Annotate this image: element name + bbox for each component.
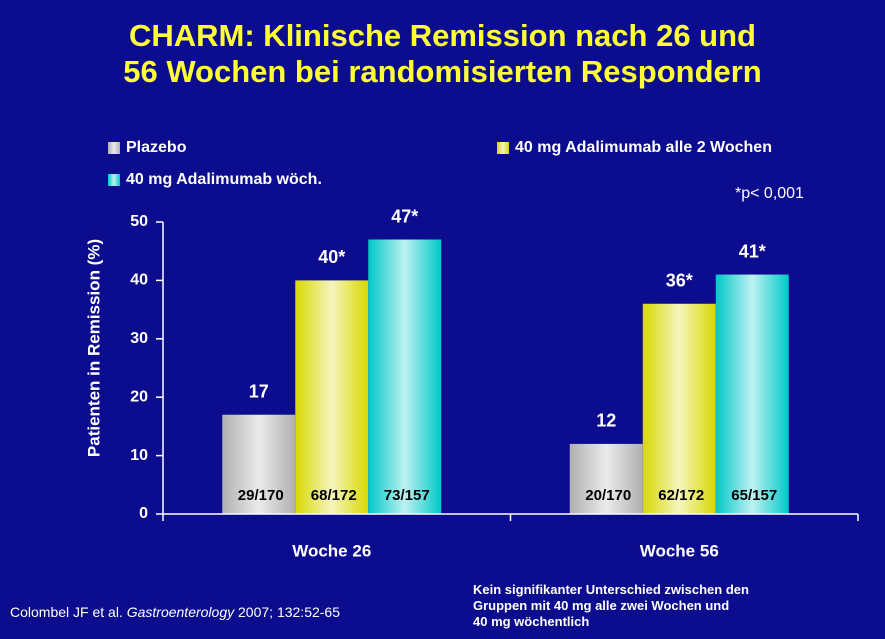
- source-journal: Gastroenterology: [126, 604, 235, 620]
- note-line: Gruppen mit 40 mg alle zwei Wochen und: [473, 598, 730, 613]
- x-tick-label: Woche 26: [292, 541, 371, 560]
- legend-label: 40 mg Adalimumab alle 2 Wochen: [515, 139, 772, 156]
- y-tick-label: 50: [130, 213, 148, 230]
- note-line: 40 mg wöchentlich: [473, 614, 590, 629]
- source: Colombel JF et al. Gastroenterology 2007…: [10, 604, 340, 620]
- n-label: 62/172: [658, 487, 704, 504]
- y-tick-label: 40: [130, 272, 148, 289]
- bar: [222, 414, 296, 514]
- bar: [642, 303, 716, 514]
- bar: [569, 443, 643, 514]
- bar: [715, 274, 789, 514]
- value-label: 36*: [666, 271, 693, 291]
- y-tick-label: 20: [130, 388, 148, 405]
- title-line: CHARM: Klinische Remission nach 26 und: [129, 18, 756, 53]
- x-tick-label: Woche 56: [640, 541, 719, 560]
- legend-label: 40 mg Adalimumab wöch.: [126, 171, 322, 188]
- slide-title: CHARM: Klinische Remission nach 26 und 5…: [0, 18, 885, 90]
- note: Kein signifikanter Unterschied zwischen …: [473, 582, 749, 630]
- y-tick-label: 10: [130, 447, 148, 464]
- value-label: 40*: [318, 247, 345, 267]
- legend-swatch: [108, 142, 120, 154]
- footnote: *p< 0,001: [735, 185, 804, 202]
- legend-swatch: [108, 174, 120, 186]
- y-axis-label: Patienten in Remission (%): [84, 239, 103, 457]
- value-label: 17: [249, 381, 269, 401]
- bar: [368, 239, 442, 514]
- title-line: 56 Wochen bei randomisierten Respondern: [123, 54, 762, 89]
- source-ref: 2007; 132:52-65: [238, 604, 340, 620]
- bar: [295, 280, 369, 514]
- value-label: 47*: [391, 206, 418, 226]
- n-label: 20/170: [585, 487, 631, 504]
- source-authors: Colombel JF et al.: [10, 604, 123, 620]
- n-label: 29/170: [238, 487, 284, 504]
- y-tick-label: 30: [130, 330, 148, 347]
- note-line: Kein signifikanter Unterschied zwischen …: [473, 582, 749, 597]
- n-label: 68/172: [311, 487, 357, 504]
- n-label: 73/157: [384, 487, 430, 504]
- legend-label: Plazebo: [126, 139, 187, 156]
- value-label: 12: [596, 411, 616, 431]
- legend-swatch: [497, 142, 509, 154]
- y-tick-label: 0: [139, 505, 148, 522]
- n-label: 65/157: [731, 487, 777, 504]
- value-label: 41*: [739, 241, 766, 261]
